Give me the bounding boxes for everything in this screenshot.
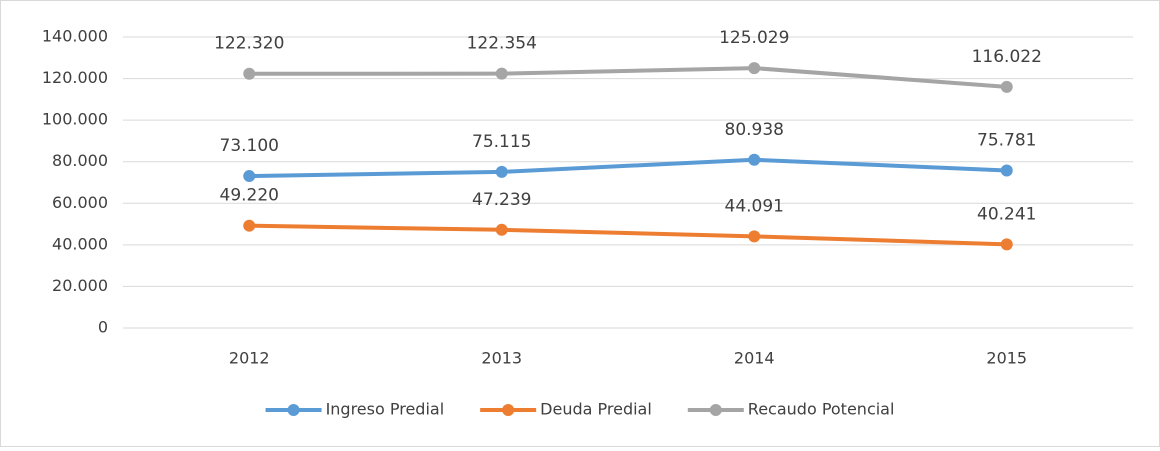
x-tick-label: 2012 bbox=[229, 349, 270, 368]
data-point bbox=[495, 165, 508, 178]
y-tick-label: 40.000 bbox=[52, 234, 108, 253]
legend-marker bbox=[709, 404, 722, 416]
legend-marker bbox=[287, 404, 300, 416]
x-tick-label: 2015 bbox=[986, 349, 1027, 368]
series-line bbox=[249, 66, 1007, 89]
data-point bbox=[748, 62, 761, 75]
data-label: 75.781 bbox=[977, 130, 1036, 150]
data-label: 75.115 bbox=[472, 132, 531, 152]
data-label: 40.241 bbox=[977, 204, 1036, 224]
y-tick-label: 0 bbox=[98, 318, 108, 337]
data-point bbox=[243, 219, 256, 232]
legend-label: Deuda Predial bbox=[540, 400, 652, 419]
data-point bbox=[243, 170, 256, 183]
y-tick-label: 120.000 bbox=[42, 68, 108, 87]
data-label: 49.220 bbox=[220, 186, 279, 206]
y-tick-label: 140.000 bbox=[42, 27, 108, 46]
data-point bbox=[495, 223, 508, 236]
data-label: 44.091 bbox=[725, 196, 784, 216]
data-point bbox=[748, 230, 761, 243]
data-label: 73.100 bbox=[220, 136, 279, 156]
data-label: 47.239 bbox=[472, 190, 531, 210]
data-point bbox=[1000, 238, 1013, 251]
data-point bbox=[495, 67, 508, 80]
y-tick-label: 20.000 bbox=[52, 276, 108, 295]
legend-label: Recaudo Potencial bbox=[748, 400, 895, 419]
data-label: 80.938 bbox=[725, 120, 784, 140]
data-label: 122.354 bbox=[467, 34, 537, 54]
data-label: 125.029 bbox=[719, 28, 789, 48]
data-point bbox=[243, 67, 256, 80]
legend-marker bbox=[502, 404, 515, 416]
series-line bbox=[249, 223, 1007, 247]
x-tick-label: 2013 bbox=[481, 349, 522, 368]
y-tick-label: 60.000 bbox=[52, 193, 108, 212]
x-tick-label: 2014 bbox=[734, 349, 775, 368]
data-point bbox=[748, 153, 761, 166]
y-tick-label: 100.000 bbox=[42, 110, 108, 129]
data-point bbox=[1000, 80, 1013, 93]
data-label: 122.320 bbox=[214, 34, 284, 54]
data-point bbox=[1000, 164, 1013, 177]
y-tick-label: 80.000 bbox=[52, 151, 108, 170]
series-line bbox=[249, 157, 1007, 179]
legend-label: Ingreso Predial bbox=[326, 400, 445, 419]
data-label: 116.022 bbox=[972, 47, 1042, 67]
